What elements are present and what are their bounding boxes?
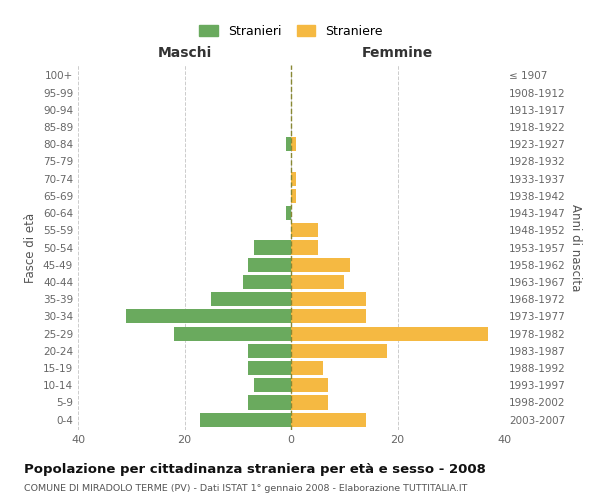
Bar	[291, 396, 328, 409]
Bar	[291, 292, 365, 306]
Bar	[291, 326, 488, 340]
Y-axis label: Fasce di età: Fasce di età	[25, 212, 37, 282]
Bar	[174, 326, 291, 340]
Bar	[291, 172, 296, 185]
Bar	[254, 378, 291, 392]
Bar	[248, 361, 291, 375]
Bar	[291, 223, 317, 238]
Text: Popolazione per cittadinanza straniera per età e sesso - 2008: Popolazione per cittadinanza straniera p…	[24, 462, 486, 475]
Bar	[126, 310, 291, 324]
Bar	[291, 310, 365, 324]
Bar	[291, 378, 328, 392]
Text: Maschi: Maschi	[157, 46, 212, 60]
Bar	[248, 258, 291, 272]
Bar	[291, 137, 296, 152]
Bar	[200, 412, 291, 426]
Bar	[243, 275, 291, 289]
Bar	[291, 275, 344, 289]
Bar	[291, 412, 365, 426]
Bar	[254, 240, 291, 254]
Bar	[248, 344, 291, 358]
Bar	[291, 258, 350, 272]
Legend: Stranieri, Straniere: Stranieri, Straniere	[194, 20, 388, 43]
Bar	[291, 189, 296, 203]
Bar	[286, 137, 291, 152]
Bar	[248, 396, 291, 409]
Bar	[291, 361, 323, 375]
Y-axis label: Anni di nascita: Anni di nascita	[569, 204, 582, 291]
Bar	[211, 292, 291, 306]
Text: Femmine: Femmine	[362, 46, 433, 60]
Bar	[291, 344, 387, 358]
Bar	[286, 206, 291, 220]
Bar	[291, 240, 317, 254]
Text: COMUNE DI MIRADOLO TERME (PV) - Dati ISTAT 1° gennaio 2008 - Elaborazione TUTTIT: COMUNE DI MIRADOLO TERME (PV) - Dati IST…	[24, 484, 467, 493]
